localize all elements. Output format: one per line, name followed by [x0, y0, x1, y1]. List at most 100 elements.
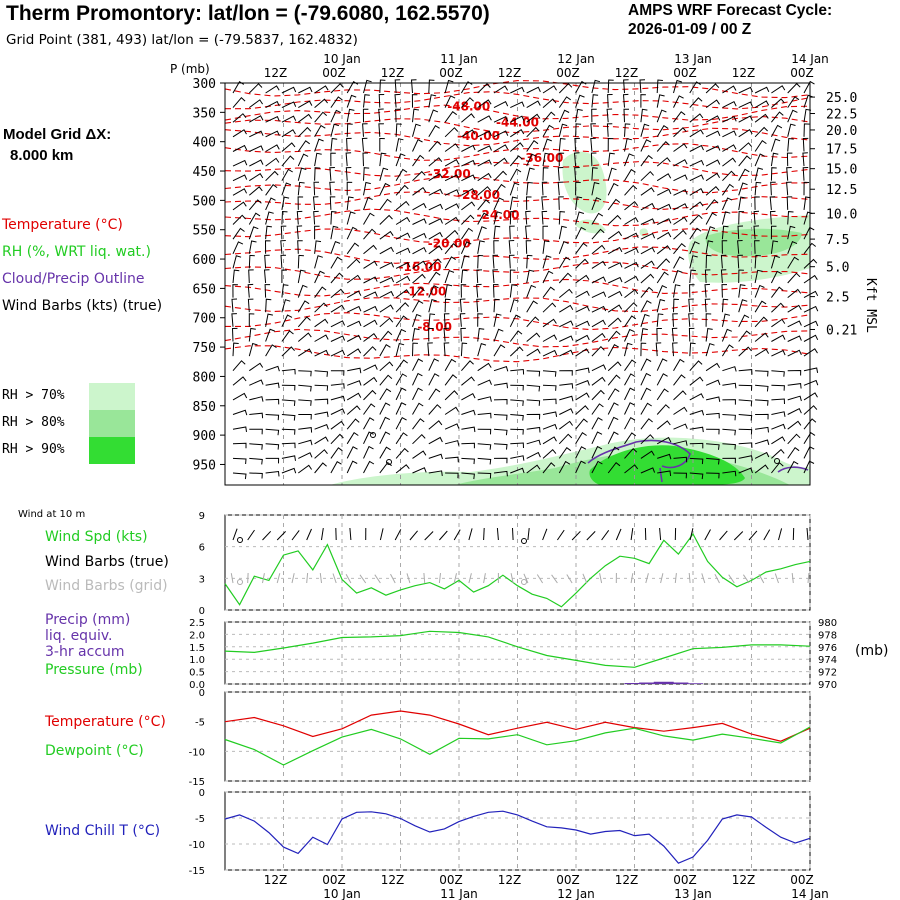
wind-barb-10m — [247, 529, 255, 541]
wind-barb — [624, 168, 636, 181]
wind-barb — [705, 226, 716, 240]
time-date-label-top: 13 Jan — [674, 52, 712, 66]
wind-barb — [281, 384, 296, 391]
wind-barb — [428, 313, 436, 327]
wind-barb — [330, 240, 341, 254]
height-tick-label: 25.0 — [826, 91, 857, 106]
wind-barb — [558, 109, 570, 123]
wind-barb — [346, 211, 356, 225]
wind-barb-10m-grid — [551, 574, 558, 584]
wind-barb-10m-grid — [714, 573, 720, 584]
wind-barb — [493, 101, 509, 109]
wind-barb — [722, 366, 737, 372]
wind-barb — [412, 232, 427, 240]
wind-barb — [428, 125, 440, 138]
wind-barb — [477, 159, 492, 167]
wind-barb — [298, 370, 312, 377]
wind-barb — [395, 302, 410, 313]
wind-barb — [314, 85, 329, 94]
wind-barb — [803, 123, 810, 137]
wind-barb — [771, 111, 784, 123]
calm-wind-marker — [370, 432, 376, 438]
wind-barb — [771, 448, 785, 459]
wind-barb — [542, 302, 557, 313]
wind-barb — [231, 298, 238, 313]
wind-barb — [412, 108, 419, 123]
isotherm-line — [224, 127, 811, 147]
wind-barb — [460, 327, 466, 342]
wind-barb — [509, 299, 519, 313]
wind-barb — [720, 254, 727, 269]
wind-barb — [363, 403, 376, 415]
wind-barb — [232, 457, 247, 465]
wind-barb — [591, 212, 604, 225]
wind-barb — [363, 364, 378, 372]
wind-barb — [428, 140, 442, 152]
wind-barb — [526, 413, 541, 420]
wind-barb — [591, 376, 606, 386]
wind-barb — [656, 125, 669, 138]
wind-barb — [330, 96, 343, 108]
wind-barb-10m — [379, 528, 384, 541]
wind-barb — [689, 255, 698, 269]
wind-barb — [787, 137, 794, 152]
wind-barb — [281, 86, 297, 94]
wind-barb-10m-grid — [536, 574, 544, 584]
wind-barb — [607, 374, 621, 386]
wind-barb — [575, 211, 585, 225]
wind-barb — [347, 367, 362, 374]
wind-barb — [428, 109, 439, 123]
wind-barb — [673, 95, 684, 108]
wind-barb — [738, 86, 753, 94]
wind-barb — [754, 451, 770, 459]
wind-barb — [624, 261, 639, 269]
wind-barb — [232, 159, 248, 167]
y-tick-label-right: 978 — [818, 630, 837, 641]
xsec-frame — [224, 82, 811, 486]
wind-barb — [362, 152, 369, 167]
wind-barb-10m-grid — [423, 572, 426, 584]
grid-point-subtitle: Grid Point (381, 493) lat/lon = (-79.583… — [6, 32, 358, 48]
wind-barb — [640, 372, 652, 386]
wind-barb — [722, 170, 736, 182]
wind-barb — [314, 167, 321, 181]
wind-barb — [265, 298, 272, 313]
wind-barb — [493, 85, 509, 94]
wind-barb — [510, 414, 524, 421]
wind-barb — [591, 332, 606, 342]
wind-barb — [526, 464, 541, 474]
wind-barb — [509, 330, 523, 342]
wind-barb — [298, 113, 313, 123]
wind-barb — [624, 275, 639, 284]
wind-barb — [673, 374, 686, 386]
wind-barb — [770, 225, 777, 240]
wind-barb — [265, 470, 280, 477]
wind-barb — [689, 342, 696, 357]
wind-barb — [591, 460, 603, 474]
wind-barb — [803, 196, 811, 210]
wind-barb — [526, 139, 539, 152]
wind-barb — [379, 276, 395, 284]
wind-barb — [705, 254, 712, 269]
wind-barb — [412, 139, 423, 152]
wind-barb — [706, 428, 720, 435]
wind-barb-10m-grid — [701, 573, 706, 584]
wind-barb — [395, 168, 408, 181]
wind-barb — [395, 417, 407, 430]
wind-barb-10m-grid — [262, 573, 265, 584]
wind-barb — [461, 409, 476, 416]
wind-barb — [444, 406, 459, 415]
wind-barb — [395, 153, 406, 167]
wind-barb — [280, 240, 286, 254]
wind-barb — [542, 270, 554, 284]
wind-barb — [575, 431, 587, 445]
wind-barb-10m — [453, 529, 461, 541]
wind-barb — [542, 370, 557, 377]
height-tick-label: 0.21 — [826, 323, 857, 338]
wind-barb — [248, 342, 258, 357]
wind-barb — [428, 358, 440, 371]
wind-barb — [656, 258, 671, 269]
wind-barb — [722, 457, 736, 464]
wind-barb — [754, 348, 770, 357]
wind-barb — [673, 298, 679, 313]
